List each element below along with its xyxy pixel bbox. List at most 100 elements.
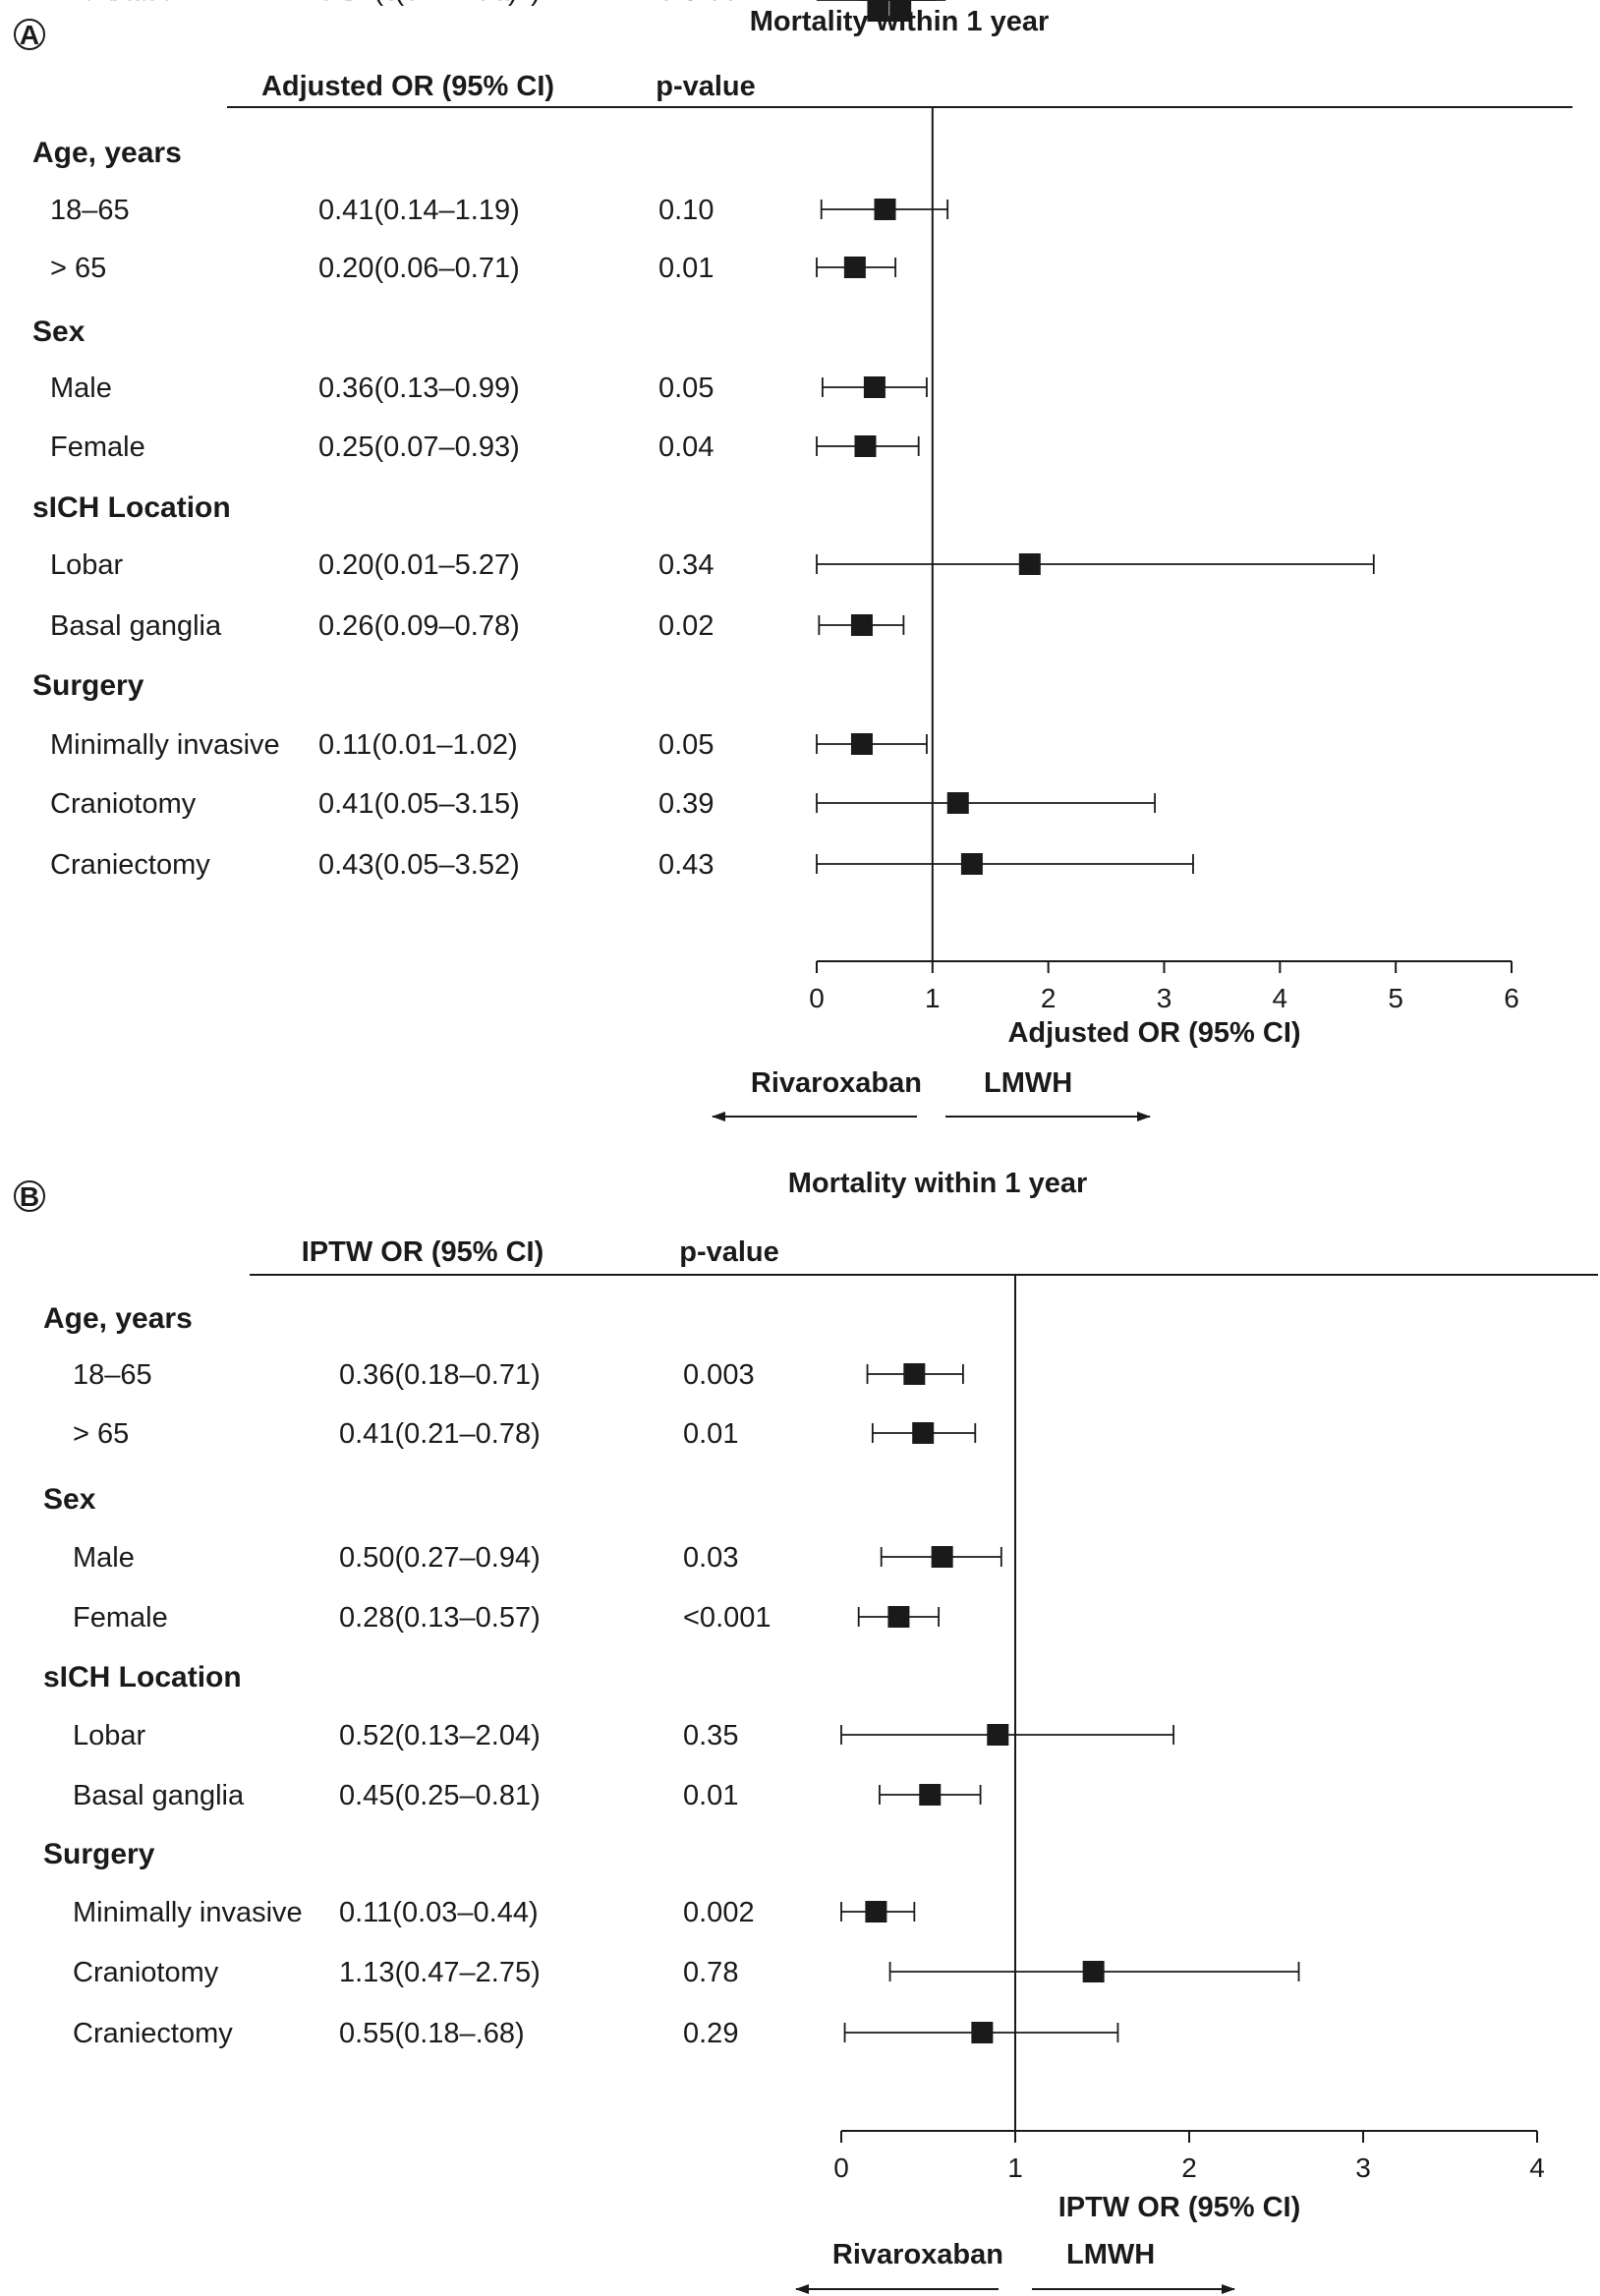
row-label: 18–65 — [73, 1359, 152, 1391]
x-tick-label: 3 — [1157, 983, 1172, 1013]
row-label: Lobar — [50, 549, 124, 581]
group-label: Surgery — [43, 1838, 155, 1870]
pvalue-text: 0.01 — [683, 1780, 738, 1811]
estimate-text: 1.13(0.47–2.75) — [339, 1957, 541, 1988]
row-label: > 65 — [50, 253, 106, 284]
estimate-text: 0.27(0.12–0.61) — [339, 0, 541, 7]
estimate-text: 0.26(0.09–0.78) — [318, 610, 520, 642]
estimate-text: 0.28(0.13–0.57) — [339, 1602, 541, 1634]
estimate-text: 0.11(0.03–0.44) — [339, 1897, 539, 1928]
estimate-text: 0.43(0.05–3.52) — [318, 849, 520, 881]
point-estimate-marker — [946, 792, 969, 814]
group-label: Age, years — [32, 137, 182, 169]
pvalue-text: 0.03 — [683, 1542, 738, 1574]
estimate-text: 0.41(0.14–1.19) — [318, 195, 520, 226]
row-label: Female — [50, 431, 145, 463]
pvalue-text: 0.34 — [658, 549, 714, 581]
x-tick-label: 4 — [1273, 983, 1288, 1013]
row-label: Male — [50, 373, 112, 404]
x-tick-label: 3 — [1355, 2152, 1371, 2183]
pvalue-text: 0.05 — [658, 729, 714, 761]
direction-right-label: LMWH — [1066, 2239, 1155, 2270]
pvalue-text: 0.10 — [658, 195, 714, 226]
panel-label: B — [20, 1181, 39, 1212]
point-estimate-marker — [1082, 1961, 1105, 1982]
row-label: Craniotomy — [50, 788, 197, 820]
pvalue-text: 0.003 — [683, 1359, 755, 1391]
row-label: Minimally invasive — [73, 1897, 303, 1928]
estimate-text: 0.55(0.18–.68) — [339, 2018, 525, 2049]
estimate-text: 0.41(0.05–3.15) — [318, 788, 520, 820]
direction-left-label: Rivaroxaban — [832, 2239, 1003, 2270]
pvalue-column-header: p-value — [679, 1236, 779, 1268]
row-label: Craniectomy — [73, 2018, 233, 2049]
point-estimate-marker — [960, 853, 983, 875]
estimate-text: 0.45(0.25–0.81) — [339, 1780, 541, 1811]
pvalue-text: 0.78 — [683, 1957, 738, 1988]
group-label: sICH Location — [32, 491, 231, 524]
estimate-text: 0.11(0.01–1.02) — [318, 729, 518, 761]
pvalue-text: <0.001 — [683, 1602, 771, 1634]
point-estimate-marker — [919, 1784, 942, 1806]
estimate-text: 0.41(0.21–0.78) — [339, 1418, 541, 1450]
group-label: Sex — [32, 316, 86, 348]
panel-label: A — [20, 20, 39, 50]
row-label: Lobar — [73, 1720, 146, 1751]
estimate-column-header: Adjusted OR (95% CI) — [261, 71, 554, 102]
pvalue-text: 0.07 — [658, 0, 714, 7]
direction-left-label: Rivaroxaban — [751, 1067, 922, 1099]
row-label: Without — [50, 0, 146, 7]
x-tick-label: 0 — [833, 2152, 849, 2183]
point-estimate-marker — [903, 1363, 926, 1385]
estimate-text: 0.36(0.18–0.71) — [339, 1359, 541, 1391]
pvalue-text: 0.29 — [683, 2018, 738, 2049]
chart-title: Mortality within 1 year — [788, 1168, 1088, 1199]
row-label: > 65 — [73, 1418, 129, 1450]
row-label: Craniotomy — [73, 1957, 219, 1988]
row-label: Male — [73, 1542, 135, 1574]
x-tick-label: 1 — [925, 983, 941, 1013]
point-estimate-marker — [850, 614, 873, 636]
x-tick-label: 1 — [1007, 2152, 1023, 2183]
x-tick-label: 2 — [1181, 2152, 1197, 2183]
row-label: Basal ganglia — [50, 610, 222, 642]
x-axis-label: IPTW OR (95% CI) — [1058, 2192, 1301, 2223]
row-label: Minimally invasive — [50, 729, 280, 761]
group-label: sICH Location — [43, 1661, 242, 1693]
x-axis-label: Adjusted OR (95% CI) — [1007, 1017, 1300, 1049]
x-tick-label: 2 — [1041, 983, 1057, 1013]
estimate-text: 0.25(0.07–0.93) — [318, 431, 520, 463]
x-tick-label: 6 — [1504, 983, 1519, 1013]
pvalue-text: 0.05 — [658, 373, 714, 404]
estimate-text: 0.34(0.11–1.10) — [318, 0, 518, 7]
point-estimate-marker — [987, 1724, 1009, 1746]
pvalue-text: 0.01 — [683, 1418, 738, 1450]
point-estimate-marker — [867, 0, 889, 22]
pvalue-text: 0.01 — [658, 253, 714, 284]
pvalue-column-header: p-value — [656, 71, 756, 102]
point-estimate-marker — [971, 2022, 994, 2043]
point-estimate-marker — [931, 1546, 953, 1568]
row-label: Without — [73, 0, 169, 7]
estimate-column-header: IPTW OR (95% CI) — [302, 1236, 544, 1268]
pvalue-text: 0.39 — [658, 788, 714, 820]
panel-badge-circle — [14, 19, 45, 50]
row-label: Craniectomy — [50, 849, 210, 881]
pvalue-text: 0.43 — [658, 849, 714, 881]
estimate-text: 0.20(0.06–0.71) — [318, 253, 520, 284]
estimate-text: 0.20(0.01–5.27) — [318, 549, 520, 581]
point-estimate-marker — [850, 733, 873, 755]
x-tick-label: 0 — [809, 983, 825, 1013]
panel-b: B Mortality within 1 year IPTW OR (95% CI)… — [14, 0, 1598, 2294]
group-label: Age, years — [43, 1302, 193, 1335]
panel-badge-circle — [14, 1180, 45, 1212]
point-estimate-marker — [863, 376, 886, 398]
point-estimate-marker — [843, 257, 866, 278]
pvalue-text: 0.02 — [658, 610, 714, 642]
group-label: Surgery — [32, 669, 144, 702]
estimate-text: 0.50(0.27–0.94) — [339, 1542, 541, 1574]
point-estimate-marker — [889, 0, 912, 22]
point-estimate-marker — [887, 1606, 910, 1628]
